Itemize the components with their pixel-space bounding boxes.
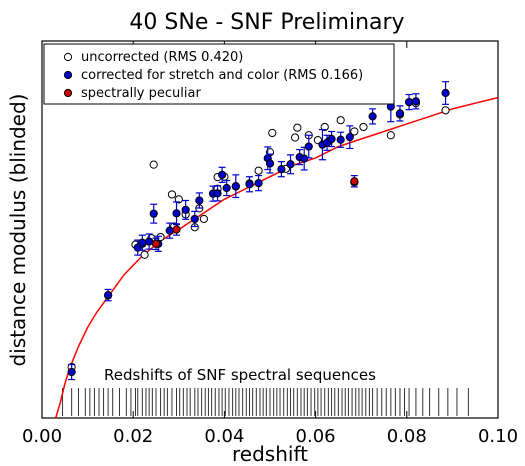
x-tick-label: 0.00 — [22, 426, 62, 447]
point-uncorrected — [350, 127, 359, 136]
point-corrected — [304, 142, 313, 151]
point-uncorrected — [441, 106, 450, 115]
point-corrected — [345, 133, 354, 142]
point-uncorrected — [386, 131, 395, 140]
legend-label-peculiar: spectrally peculiar — [81, 86, 201, 101]
point-uncorrected — [140, 250, 149, 259]
legend-label-uncorrected: uncorrected (RMS 0.420) — [81, 50, 243, 65]
point-corrected — [300, 154, 309, 163]
point-uncorrected — [336, 116, 345, 125]
fit-curve — [54, 96, 499, 419]
point-peculiar — [151, 239, 161, 248]
point-corrected — [133, 243, 142, 252]
x-tick-label: 0.06 — [296, 426, 336, 447]
plot-frame — [41, 40, 499, 419]
point-corrected — [67, 367, 76, 377]
point-peculiar — [172, 225, 181, 234]
legend-marker-peculiar — [63, 88, 73, 98]
x-tick-label: 0.04 — [204, 426, 244, 447]
y-axis-label: distance modulus (blinded) — [6, 94, 30, 367]
point-corrected — [231, 182, 240, 191]
point-uncorrected — [359, 122, 368, 132]
point-corrected — [181, 205, 190, 214]
legend-frame — [43, 43, 395, 105]
point-corrected — [165, 226, 174, 235]
point-peculiar — [350, 177, 359, 186]
point-uncorrected — [320, 122, 329, 132]
point-corrected — [368, 112, 377, 121]
point-corrected — [138, 238, 147, 247]
spectral-sequence-annotation: Redshifts of SNF spectral sequences — [104, 366, 376, 384]
point-corrected — [218, 170, 227, 179]
point-corrected — [411, 97, 421, 106]
legend-label-corrected: corrected for stretch and color (RMS 0.1… — [81, 68, 363, 83]
point-corrected — [254, 179, 263, 188]
point-corrected — [104, 290, 113, 300]
point-uncorrected — [199, 214, 208, 224]
data-points — [67, 81, 450, 381]
point-corrected — [172, 209, 181, 218]
point-uncorrected — [268, 128, 277, 138]
point-corrected — [190, 214, 199, 224]
x-axis-label: redshift — [232, 442, 308, 466]
x-tick-label: 0.10 — [478, 426, 518, 447]
point-uncorrected — [293, 123, 302, 132]
point-corrected — [265, 159, 275, 168]
spectral-sequence-ticks — [62, 388, 469, 416]
point-uncorrected — [174, 195, 183, 204]
legend: uncorrected (RMS 0.420) corrected for st… — [43, 43, 395, 105]
point-corrected — [145, 237, 154, 246]
point-corrected — [277, 165, 286, 174]
point-corrected — [441, 88, 450, 98]
point-corrected — [404, 97, 414, 107]
x-tick-labels: 0.00 0.02 0.04 0.06 0.08 0.10 — [22, 426, 518, 447]
legend-marker-corrected — [63, 70, 73, 80]
point-corrected — [395, 109, 405, 118]
point-corrected — [286, 160, 295, 169]
point-corrected — [213, 189, 222, 198]
point-uncorrected — [167, 190, 177, 199]
point-uncorrected — [254, 166, 263, 175]
legend-marker-uncorrected — [63, 52, 73, 62]
point-corrected — [245, 180, 254, 189]
point-corrected — [336, 135, 345, 144]
x-tick-label: 0.08 — [387, 426, 427, 447]
point-corrected — [149, 209, 158, 218]
chart-title: 40 SNe - SNF Preliminary — [129, 10, 404, 35]
point-corrected — [327, 134, 336, 144]
point-uncorrected — [149, 160, 158, 169]
point-corrected — [195, 196, 204, 205]
point-corrected — [222, 183, 231, 193]
x-tick-label: 0.02 — [113, 426, 153, 447]
point-uncorrected — [290, 133, 300, 142]
